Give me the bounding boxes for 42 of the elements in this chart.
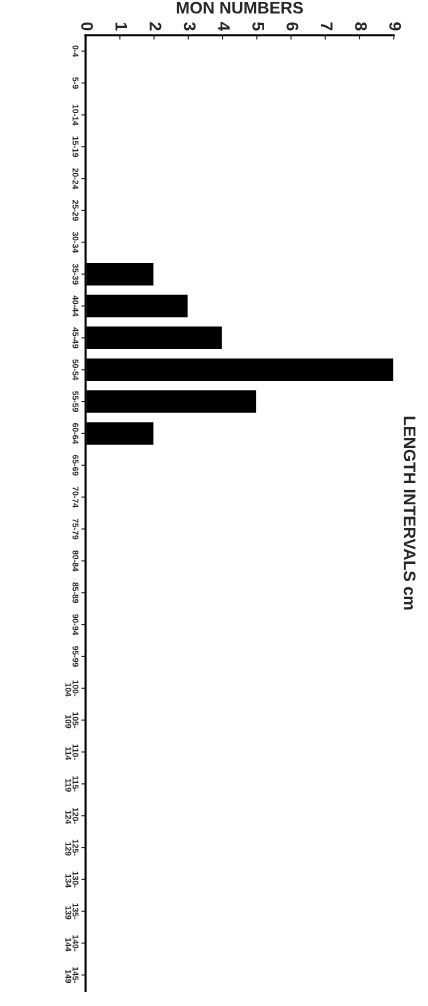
- y-tick-label: 140- 144: [65, 935, 79, 952]
- x-tick-label: 8: [355, 22, 367, 31]
- x-tick-label: 4: [218, 22, 230, 31]
- y-tick-label: 115- 119: [65, 776, 79, 792]
- y-tick-label: 100- 104: [65, 680, 79, 697]
- y-tick-label: 110- 114: [65, 744, 79, 761]
- y-tick-label: 130- 134: [65, 871, 79, 888]
- x-tick-label: 9: [389, 22, 402, 31]
- x-tick-label: 7: [320, 22, 333, 31]
- y-tick-label: 55-59: [72, 391, 79, 412]
- x-tick-label: 6: [286, 22, 299, 31]
- y-tick-label: 125- 129: [65, 839, 79, 856]
- y-tick-label: 75-79: [72, 518, 79, 540]
- y-tick-label: 80-84: [72, 550, 79, 572]
- y-tick-label: 65-69: [72, 454, 79, 476]
- y-tick-label: 30-34: [72, 231, 79, 253]
- x-tick-label: 3: [183, 22, 196, 31]
- y-tick-label: 95-99: [72, 646, 79, 667]
- x-tick-label: 5: [252, 22, 264, 31]
- y-tick-label: 85-89: [72, 582, 79, 604]
- y-axis-title: LENGTH INTERVALS cm: [403, 416, 416, 610]
- y-tick-label: 135- 139: [65, 903, 79, 920]
- x-tick-label: 1: [115, 22, 127, 31]
- y-tick-label: 20-24: [72, 168, 79, 190]
- y-tick-label: 15-19: [72, 136, 79, 158]
- y-tick-label: 0-4: [72, 45, 79, 58]
- y-tick-label: 50-54: [72, 359, 79, 381]
- y-tick-label: 45-49: [72, 327, 79, 349]
- y-tick-label: 60-64: [72, 423, 79, 445]
- y-tick-label: 70-74: [72, 486, 79, 508]
- y-tick-label: 40-44: [72, 295, 79, 317]
- y-tick-label: 35-39: [72, 263, 79, 285]
- x-axis-title: MON NUMBERS: [176, 1, 303, 14]
- y-tick-label: 10-14: [72, 104, 79, 126]
- y-tick-label: 105- 109: [65, 712, 79, 729]
- y-tick-label: 90-94: [72, 614, 79, 636]
- y-tick-label: 25-29: [72, 200, 79, 221]
- y-tick-label: 120- 124: [65, 807, 79, 824]
- y-tick-label: 145- 149: [65, 967, 79, 984]
- y-tick-label: 5-9: [72, 77, 79, 89]
- x-tick-label: 0: [81, 22, 93, 31]
- x-tick-label: 2: [149, 22, 162, 31]
